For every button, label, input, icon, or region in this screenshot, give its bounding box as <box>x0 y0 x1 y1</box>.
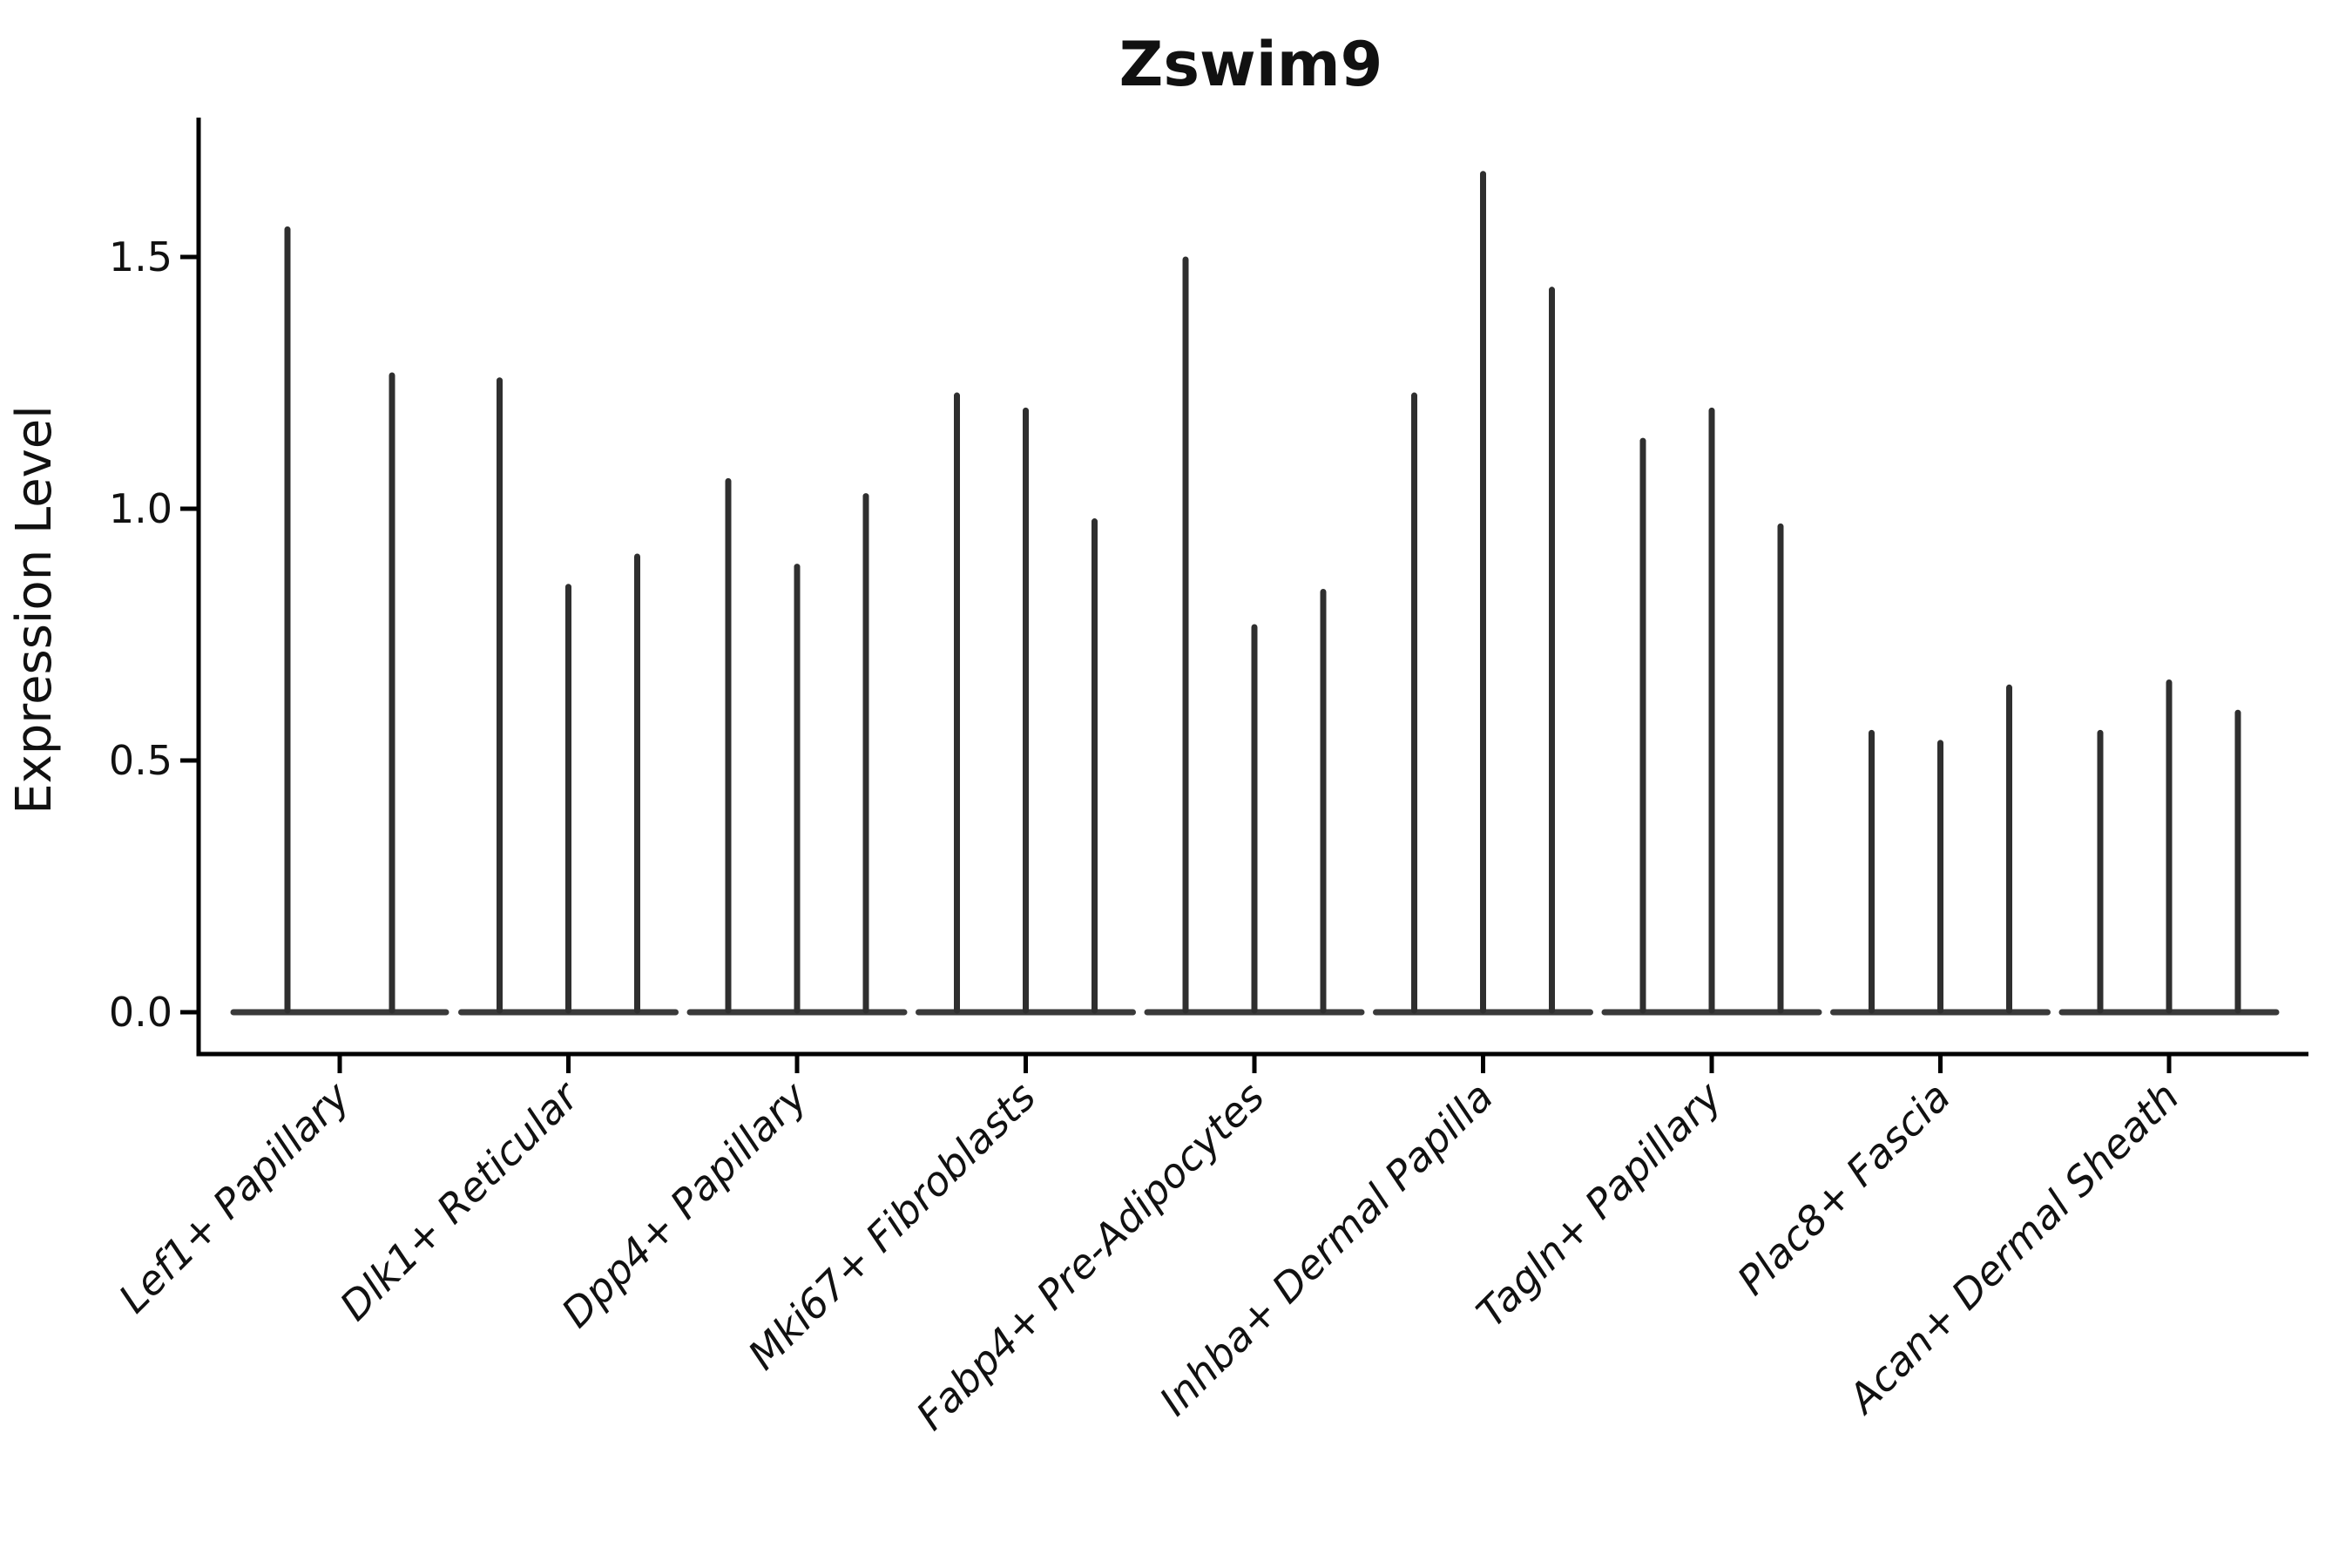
ticks-layer <box>180 254 2172 1073</box>
y-tick-label-15: 1.5 <box>109 233 172 280</box>
chart-title: Zswim9 <box>1119 29 1383 100</box>
violins-layer <box>230 171 2280 1016</box>
y-axis-label: Expression Level <box>6 405 63 814</box>
y-tick-label-10: 1.0 <box>109 485 172 532</box>
x-tick-label-lef1-papillary: Lef1+ Papillary <box>110 1072 359 1321</box>
y-tick-label-05: 0.5 <box>109 737 172 784</box>
x-tick-label-tagln-papillary: Tagln+ Papillary <box>1467 1072 1731 1336</box>
y-tick-label-0: 0.0 <box>109 989 172 1036</box>
x-tick-label-dlk1-reticular: Dlk1+ Reticular <box>331 1071 590 1329</box>
x-tick-label-dpp4-papillary: Dpp4+ Papillary <box>552 1072 816 1336</box>
x-tick-label-plac8-fascia: Plac8+ Fascia <box>1728 1073 1959 1304</box>
